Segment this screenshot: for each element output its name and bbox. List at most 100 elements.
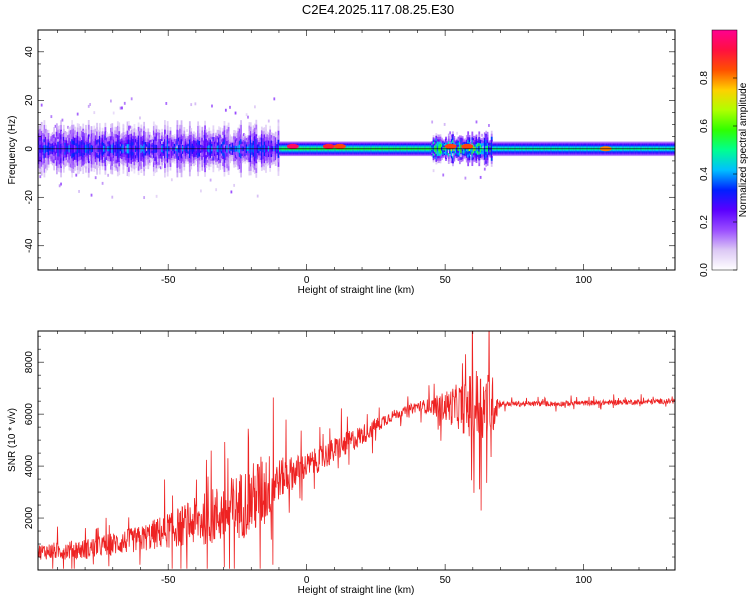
spectrogram-cell bbox=[194, 102, 197, 106]
spectrogram-cell bbox=[247, 115, 249, 119]
y-tick-label: -20 bbox=[24, 190, 35, 205]
spectrogram-cell bbox=[87, 104, 90, 108]
snr-panel: -50 0 50 100 2000 4000 6000 8000 Height of stra… bbox=[7, 330, 676, 596]
spectrogram-cell bbox=[125, 146, 128, 150]
spectrogram-cell bbox=[60, 182, 62, 186]
spectrogram-cell bbox=[483, 167, 486, 171]
spectrogram-cell bbox=[242, 133, 245, 137]
spectrogram-cell bbox=[447, 150, 450, 154]
spectrogram-cell bbox=[89, 103, 92, 106]
spectrogram-cell bbox=[54, 124, 57, 128]
spectrogram-marks bbox=[38, 97, 675, 200]
spectrogram-peak bbox=[333, 143, 346, 149]
spectrogram-y-axis-label: Frequency (Hz) bbox=[7, 116, 18, 185]
spectrogram-cell bbox=[107, 173, 110, 177]
spectrogram-cell bbox=[46, 167, 49, 171]
spectrogram-cell bbox=[456, 131, 458, 135]
spectrogram-cell bbox=[481, 133, 483, 137]
spectrogram-cell bbox=[96, 164, 98, 168]
colorbar-tick-label: 0.8 bbox=[699, 71, 710, 85]
spectrogram-cell bbox=[482, 145, 485, 149]
spectrogram-cell bbox=[488, 124, 490, 127]
spectrogram-cell bbox=[140, 131, 143, 135]
spectrogram-cell bbox=[101, 181, 104, 185]
spectrogram-cell bbox=[111, 195, 114, 199]
figure-title: C2E4.2025.117.08.25.E30 bbox=[302, 2, 454, 17]
spectrogram-cell bbox=[461, 146, 464, 150]
spectrogram-cell bbox=[222, 134, 224, 138]
colorbar-tick-label: 0.4 bbox=[699, 167, 710, 181]
spectrogram-cell bbox=[229, 105, 231, 109]
snr-ticks: -50 0 50 100 2000 4000 6000 8000 bbox=[24, 331, 675, 586]
spectrogram-ticks: -50 0 50 100 -40 -20 0 20 40 bbox=[24, 30, 675, 286]
spectrogram-cell bbox=[67, 125, 69, 129]
x-tick-label: 50 bbox=[440, 275, 452, 286]
spectrogram-cell bbox=[234, 111, 237, 115]
spectrogram-cell bbox=[452, 153, 454, 157]
spectrogram-cell bbox=[182, 142, 184, 145]
y-tick-label: 0 bbox=[24, 146, 35, 152]
spectrogram-peak bbox=[322, 143, 335, 149]
spectrogram-cell bbox=[139, 116, 141, 120]
spectrogram-cell bbox=[110, 99, 112, 103]
spectrogram-cell bbox=[211, 104, 213, 108]
y-tick-label: -40 bbox=[24, 238, 35, 253]
spectrogram-cell bbox=[443, 122, 446, 126]
x-tick-label: 0 bbox=[304, 275, 310, 286]
spectrogram-cell bbox=[39, 175, 42, 179]
spectrogram-cell bbox=[123, 101, 126, 105]
spectrogram-cell bbox=[75, 173, 78, 177]
spectrogram-panel: -50 0 50 100 -40 -20 0 20 40 Height of straight … bbox=[7, 29, 676, 296]
spectrogram-cell bbox=[202, 160, 205, 163]
colorbar-label: Normalized spectral amplitude bbox=[738, 82, 749, 217]
spectrogram-cell bbox=[80, 137, 83, 140]
spectrogram-cell bbox=[224, 108, 227, 112]
spectrogram-cell bbox=[248, 125, 251, 129]
spectrogram-cell bbox=[161, 141, 164, 144]
spectrogram-cell bbox=[147, 164, 150, 168]
spectrogram-cell bbox=[43, 142, 46, 146]
spectrogram-cell bbox=[165, 102, 168, 105]
spectrogram-cell bbox=[460, 154, 463, 158]
spectrogram-cell bbox=[218, 163, 220, 167]
spectrogram-x-axis-label: Height of straight line (km) bbox=[298, 285, 415, 296]
spectrogram-cell bbox=[219, 127, 222, 131]
spectrogram-cell bbox=[44, 157, 47, 161]
spectrogram-cell bbox=[94, 176, 97, 180]
spectrogram-cell bbox=[220, 132, 223, 136]
spectrogram-cell bbox=[85, 163, 87, 167]
spectrogram-cell bbox=[209, 178, 212, 182]
spectrogram-cell bbox=[143, 196, 146, 200]
spectrogram-cell bbox=[61, 118, 64, 122]
spectrogram-cell bbox=[442, 173, 445, 177]
snr-x-axis-label: Height of straight line (km) bbox=[298, 585, 415, 596]
spectrogram-cell bbox=[254, 105, 256, 109]
y-tick-label: 8000 bbox=[24, 351, 35, 374]
spectrogram-cell bbox=[470, 141, 472, 145]
snr-marks bbox=[38, 331, 675, 569]
y-tick-label: 20 bbox=[24, 94, 35, 106]
colorbar-ticks: 0.0 0.2 0.4 0.6 0.8 bbox=[699, 71, 737, 277]
spectrogram-cell bbox=[129, 125, 132, 129]
spectrogram-cell bbox=[464, 176, 467, 180]
spectrogram-cell bbox=[82, 128, 85, 132]
colorbar-tick-label: 0.2 bbox=[699, 215, 710, 229]
spectrogram-cell bbox=[432, 169, 435, 173]
spectrogram-cell bbox=[58, 184, 61, 188]
snr-frame bbox=[37, 330, 676, 571]
snr-series-line bbox=[38, 331, 675, 569]
spectrogram-cell bbox=[76, 112, 79, 116]
spectrogram-cell bbox=[93, 111, 96, 115]
x-tick-label: 100 bbox=[575, 575, 592, 586]
spectrogram-cell bbox=[90, 193, 93, 197]
x-tick-label: 50 bbox=[440, 575, 452, 586]
spectrogram-cell bbox=[245, 113, 248, 117]
y-tick-label: 2000 bbox=[24, 506, 35, 529]
spectrogram-peak bbox=[444, 143, 457, 149]
spectrogram-cell bbox=[155, 194, 158, 198]
spectrogram-cell bbox=[57, 138, 60, 142]
spectrogram-cell bbox=[479, 175, 482, 179]
spectrogram-cell bbox=[256, 194, 259, 198]
spectrogram-cell bbox=[115, 165, 118, 169]
